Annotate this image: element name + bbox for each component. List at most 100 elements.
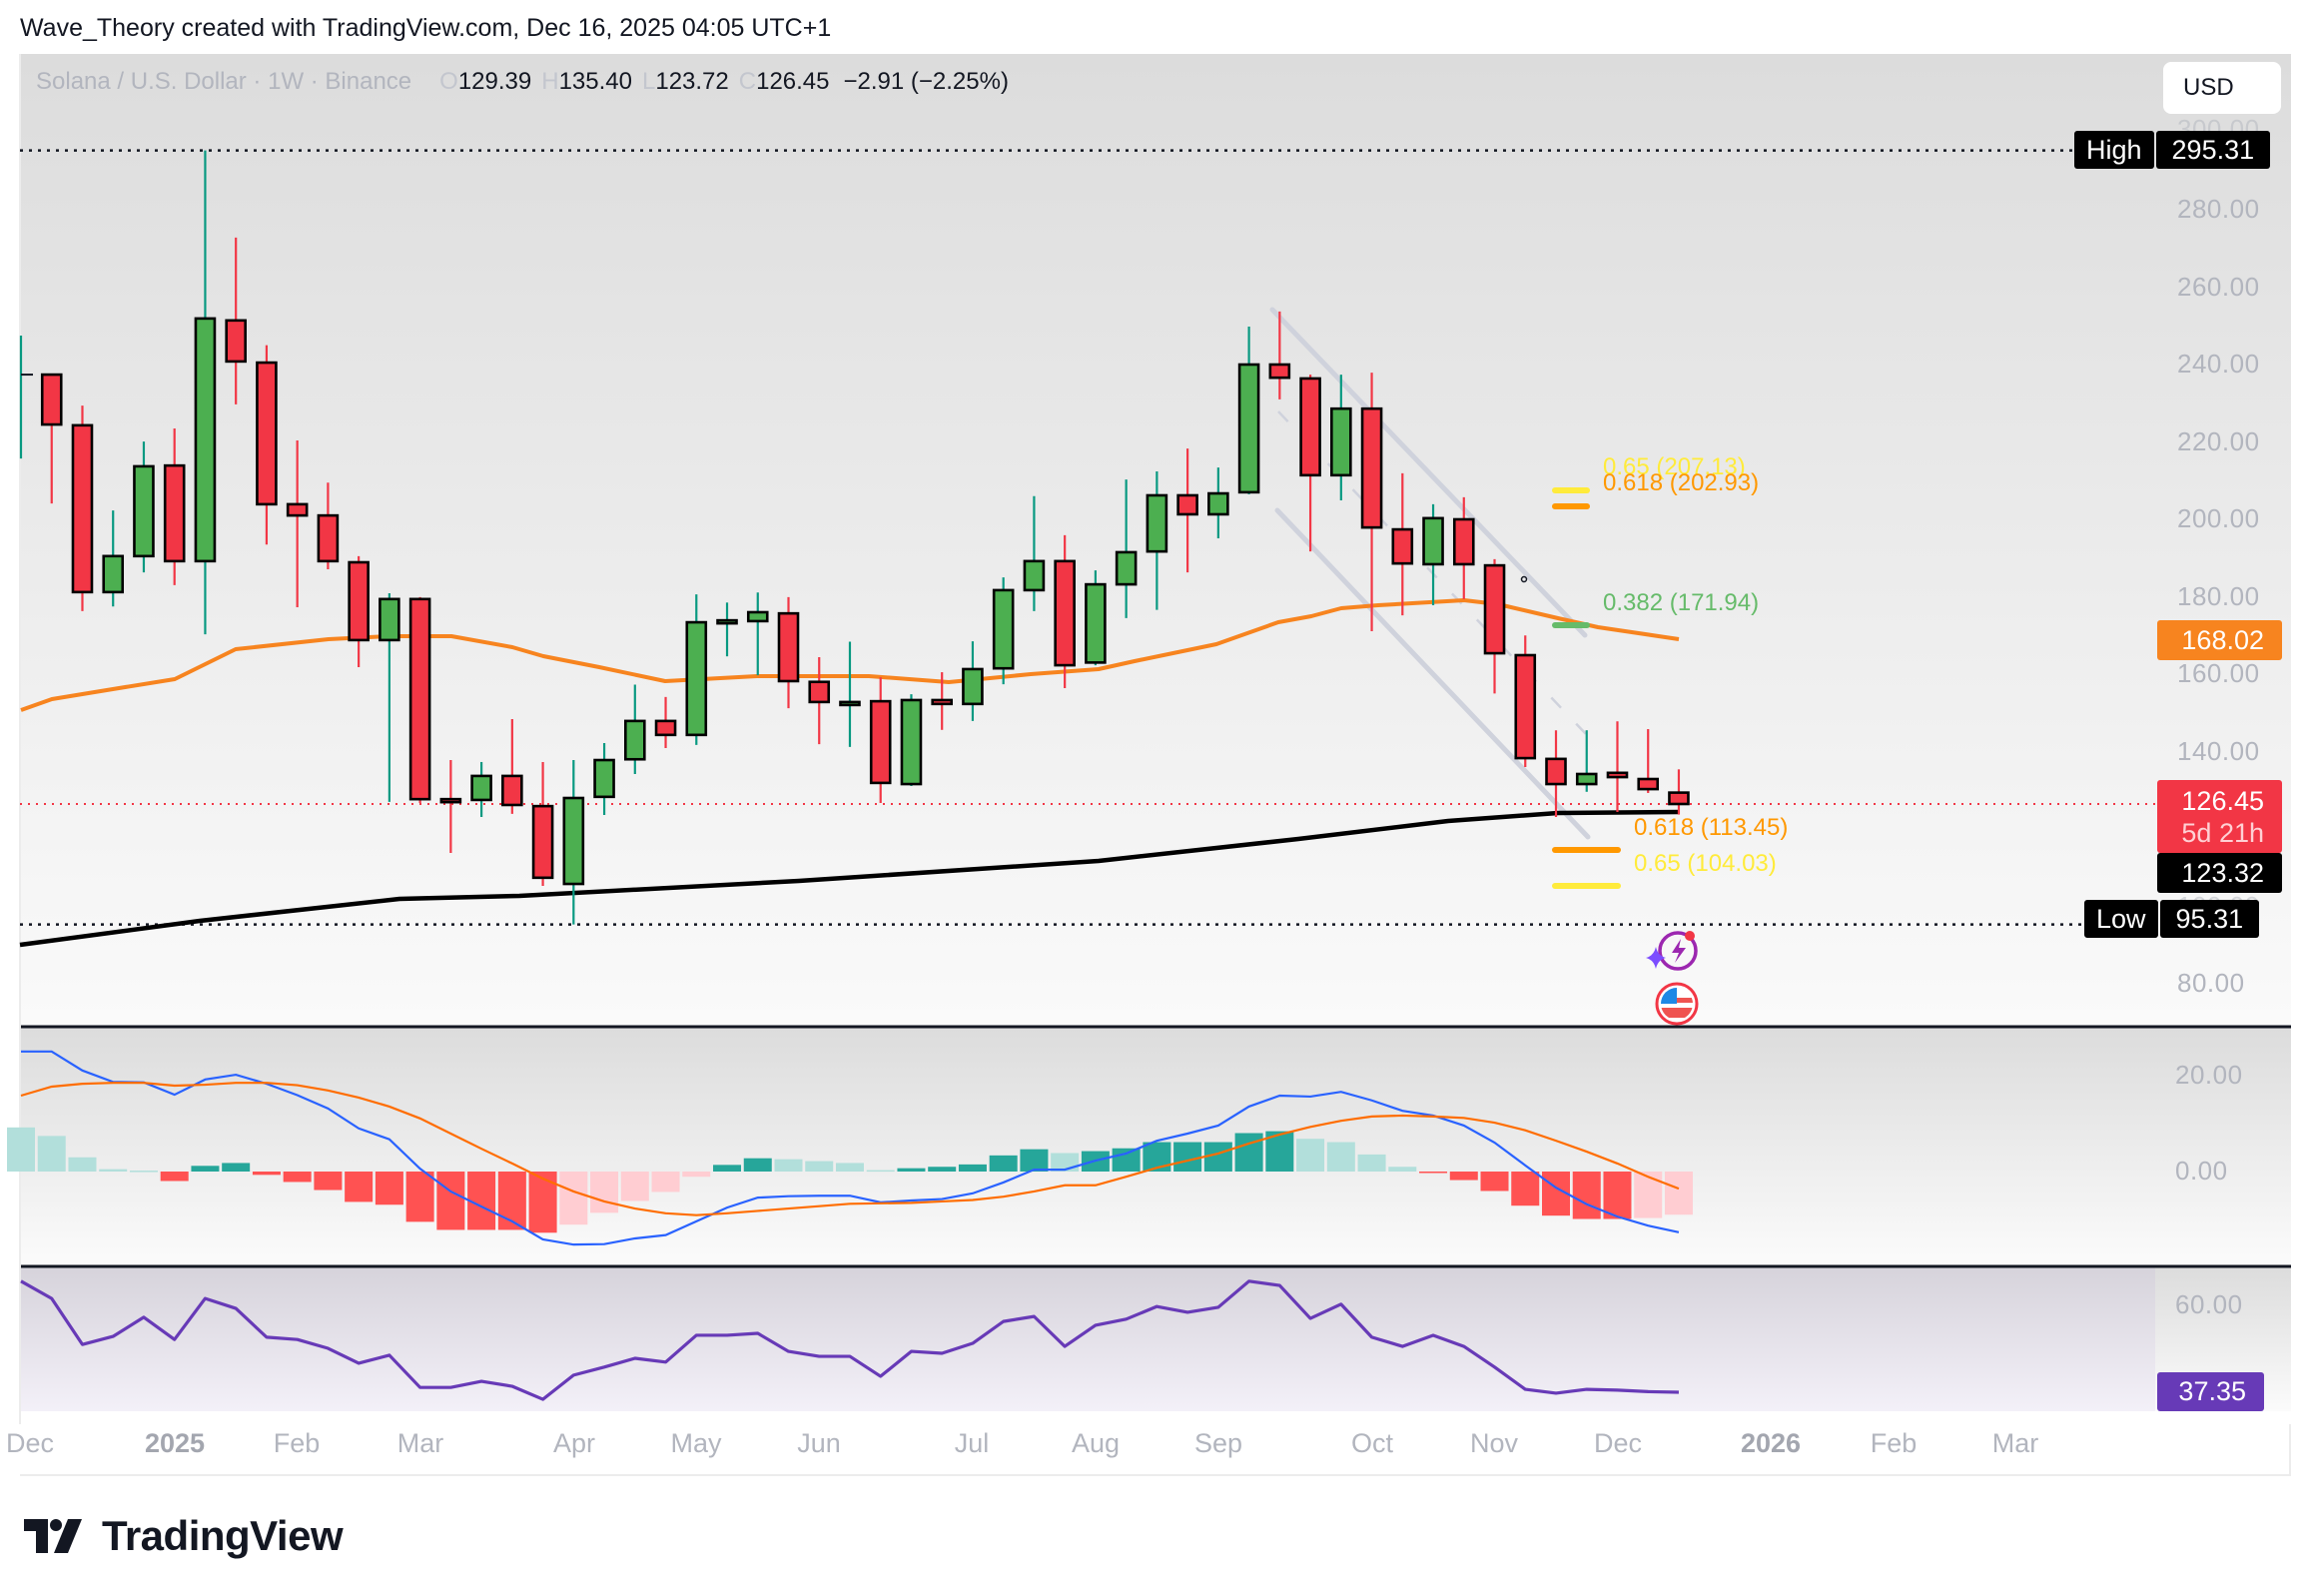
candle — [1360, 373, 1383, 631]
candle — [194, 150, 217, 635]
price-pane[interactable] — [19, 149, 2157, 948]
candle-body — [808, 680, 831, 704]
macd-line — [21, 1050, 1680, 1246]
time-label: Sep — [1193, 1428, 1243, 1458]
macd-histogram-bar — [805, 1161, 834, 1172]
candle-body — [562, 796, 585, 886]
candle — [71, 405, 94, 611]
macd-histogram-bar — [835, 1163, 864, 1172]
time-label-year: 2025 — [144, 1428, 206, 1458]
candle-body — [379, 597, 400, 642]
macd-histogram-bar — [528, 1172, 557, 1233]
macd-histogram-bar — [1664, 1172, 1693, 1215]
rsi-line — [20, 1279, 1679, 1401]
macd-histogram-bar — [160, 1172, 189, 1182]
candle — [40, 373, 63, 504]
rsi-value-tag: 37.35 — [2157, 1372, 2264, 1411]
candle — [348, 555, 370, 668]
macd-histogram-bar — [1173, 1142, 1202, 1172]
macd-histogram-bar — [283, 1172, 312, 1183]
macd-histogram-bar — [1480, 1172, 1509, 1192]
candle-body — [286, 502, 309, 517]
ma200-price-tag: 123.32 — [2157, 853, 2282, 893]
candle — [1207, 467, 1229, 538]
candle-body — [1452, 517, 1475, 566]
candle-body — [133, 464, 155, 558]
candle — [133, 441, 155, 573]
macd-histogram-bar — [651, 1172, 680, 1193]
price-tick: 220.00 — [2177, 426, 2260, 456]
candle — [531, 761, 554, 886]
candle-body — [317, 513, 340, 563]
symbol-name[interactable]: Solana / U.S. Dollar · 1W · Binance — [36, 68, 412, 95]
macd-histogram-bar — [1112, 1148, 1141, 1172]
candle — [1483, 558, 1506, 694]
candle-body — [1637, 777, 1660, 791]
macd-histogram-bar — [222, 1163, 251, 1172]
fib-label-upper-0382: 0.382 (171.94) — [1603, 589, 1760, 616]
candle — [286, 439, 309, 607]
time-label: Aug — [1071, 1428, 1121, 1458]
macd-histogram-bar — [1603, 1172, 1632, 1219]
macd-histogram-bar — [68, 1157, 97, 1172]
candle — [1146, 470, 1168, 610]
candle — [962, 641, 984, 721]
macd-histogram-bar — [1326, 1142, 1355, 1172]
time-label: Dec — [5, 1428, 55, 1458]
candle-body — [1237, 363, 1260, 494]
time-label: Jun — [797, 1428, 841, 1458]
macd-histogram-bar — [252, 1172, 281, 1176]
candle-body — [1360, 406, 1383, 529]
fib-label-upper-0618: 0.618 (202.93) — [1603, 469, 1760, 496]
close-value: 126.45 — [756, 68, 830, 95]
candle-body — [746, 610, 769, 623]
time-label: Feb — [1870, 1428, 1918, 1458]
symbol-legend[interactable]: Solana / U.S. Dollar · 1W · Binance O 129… — [36, 68, 1009, 96]
candle-body — [1575, 772, 1598, 786]
candle-body — [992, 588, 1015, 670]
currency-button[interactable]: USD — [2163, 62, 2281, 114]
macd-histogram-bar — [682, 1172, 711, 1178]
candle-body — [900, 698, 923, 786]
candle — [225, 237, 247, 404]
macd-histogram-bar — [866, 1170, 895, 1173]
candle — [439, 760, 462, 854]
macd-histogram-bar — [590, 1172, 619, 1213]
bar-countdown: 5d 21h — [2181, 817, 2264, 848]
macd-tick: 0.00 — [2175, 1156, 2228, 1186]
candle — [1668, 769, 1690, 815]
macd-histogram-bar — [559, 1172, 588, 1225]
candle — [562, 760, 585, 925]
rsi-pane[interactable] — [20, 1279, 1679, 1401]
macd-histogram-bar — [1511, 1172, 1540, 1206]
candle-body — [1483, 563, 1506, 655]
high-label: High — [2074, 131, 2154, 169]
tradingview-logo[interactable]: TradingView — [24, 1512, 344, 1560]
candle-body — [962, 667, 984, 706]
macd-histogram-bar — [620, 1172, 649, 1201]
price-tick: 140.00 — [2177, 736, 2260, 766]
macd-pane[interactable] — [7, 1050, 1693, 1246]
macd-histogram-bar — [1234, 1133, 1263, 1172]
candle — [1422, 503, 1444, 606]
candle-body — [1085, 582, 1107, 664]
macd-histogram-bar — [405, 1172, 434, 1222]
candle — [1237, 327, 1260, 494]
ma50-line — [20, 598, 1680, 712]
candle — [317, 482, 340, 569]
candle-body — [1268, 363, 1291, 380]
us-economic-event-icon[interactable] — [1654, 981, 1700, 1027]
macd-histogram-bar — [191, 1166, 220, 1172]
macd-histogram-bar — [1419, 1172, 1448, 1174]
time-label: Apr — [552, 1428, 596, 1458]
high-key: H — [541, 68, 559, 95]
low-key: L — [641, 68, 656, 95]
anchor-dot — [1520, 575, 1528, 583]
candle-body — [1668, 791, 1690, 806]
ai-insight-icon[interactable] — [1646, 929, 1702, 975]
candle-body — [1115, 550, 1138, 586]
candle — [1054, 534, 1076, 688]
candle-body — [256, 361, 278, 506]
low-marker: Low 95.31 — [2084, 900, 2260, 938]
